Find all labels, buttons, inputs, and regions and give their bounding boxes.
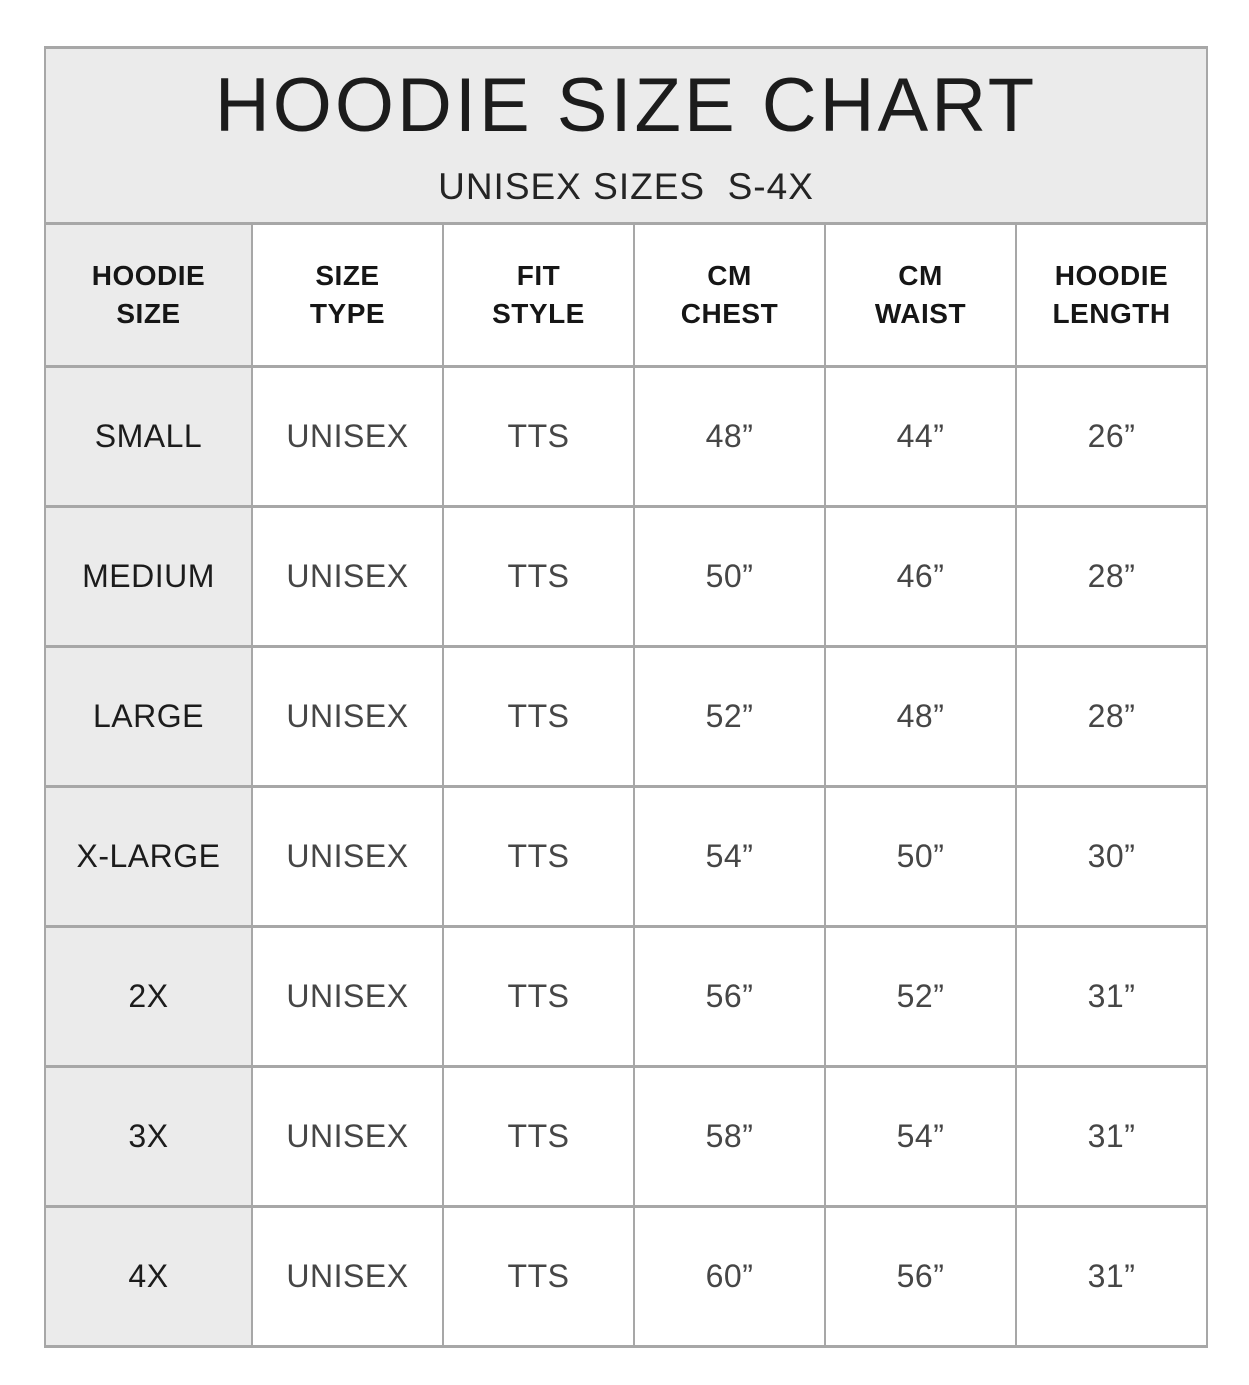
page-subtitle: UNISEX SIZES S-4X: [438, 165, 814, 207]
cell-hoodie-size: 2X: [44, 925, 253, 1068]
cell-size-type: UNISEX: [251, 1205, 444, 1348]
cell-cm-chest: 60”: [633, 1205, 826, 1348]
cell-cm-waist: 48”: [824, 645, 1017, 788]
page-title: HOODIE SIZE CHART: [214, 62, 1038, 148]
col-header-hoodie-length: HOODIE LENGTH: [1014, 222, 1209, 368]
cell-cm-chest: 54”: [633, 785, 826, 928]
cell-fit-style: TTS: [442, 925, 635, 1068]
col-header-fit-style: FIT STYLE: [442, 222, 635, 368]
cell-hoodie-length: 31”: [1014, 925, 1209, 1068]
cell-hoodie-length: 30”: [1014, 785, 1209, 928]
cell-fit-style: TTS: [442, 1065, 635, 1208]
table-row-x-large: X-LARGE UNISEX TTS 54” 50” 30”: [44, 785, 1209, 928]
cell-fit-style: TTS: [442, 1205, 635, 1348]
hoodie-size-chart-table: HOODIE SIZE CHART UNISEX SIZES S-4X HOOD…: [43, 46, 1209, 1348]
cell-hoodie-size: 4X: [44, 1205, 253, 1348]
table-row-large: LARGE UNISEX TTS 52” 48” 28”: [44, 645, 1209, 788]
cell-cm-waist: 46”: [824, 505, 1017, 648]
cell-hoodie-size: 3X: [44, 1065, 253, 1208]
page: HOODIE SIZE CHART UNISEX SIZES S-4X HOOD…: [43, 46, 1209, 1348]
table-row-3x: 3X UNISEX TTS 58” 54” 31”: [44, 1065, 1209, 1208]
cell-fit-style: TTS: [442, 785, 635, 928]
cell-hoodie-size: MEDIUM: [44, 505, 253, 648]
table-row-2x: 2X UNISEX TTS 56” 52” 31”: [44, 925, 1209, 1068]
table-row-small: SMALL UNISEX TTS 48” 44” 26”: [44, 365, 1209, 508]
col-header-cm-chest: CM CHEST: [633, 222, 826, 368]
header-row: HOODIE SIZE SIZE TYPE FIT STYLE CM CHEST…: [44, 222, 1209, 368]
cell-size-type: UNISEX: [251, 505, 444, 648]
cell-size-type: UNISEX: [251, 785, 444, 928]
cell-size-type: UNISEX: [251, 925, 444, 1068]
table-row-medium: MEDIUM UNISEX TTS 50” 46” 28”: [44, 505, 1209, 648]
cell-hoodie-length: 28”: [1014, 505, 1209, 648]
cell-fit-style: TTS: [442, 505, 635, 648]
title-band-cell: HOODIE SIZE CHART UNISEX SIZES S-4X: [43, 46, 1209, 225]
cell-hoodie-length: 31”: [1014, 1205, 1209, 1348]
col-header-cm-waist: CM WAIST: [824, 222, 1017, 368]
cell-size-type: UNISEX: [251, 645, 444, 788]
cell-hoodie-length: 31”: [1014, 1065, 1209, 1208]
cell-cm-chest: 50”: [633, 505, 826, 648]
cell-cm-waist: 52”: [824, 925, 1017, 1068]
col-header-hoodie-size: HOODIE SIZE: [44, 222, 253, 368]
cell-cm-chest: 56”: [633, 925, 826, 1068]
cell-fit-style: TTS: [442, 365, 635, 508]
col-header-size-type: SIZE TYPE: [251, 222, 444, 368]
cell-cm-waist: 50”: [824, 785, 1017, 928]
cell-hoodie-length: 28”: [1014, 645, 1209, 788]
cell-hoodie-size: LARGE: [44, 645, 253, 788]
table-row-4x: 4X UNISEX TTS 60” 56” 31”: [44, 1205, 1209, 1348]
cell-size-type: UNISEX: [251, 1065, 444, 1208]
cell-hoodie-size: SMALL: [44, 365, 253, 508]
cell-size-type: UNISEX: [251, 365, 444, 508]
title-band: HOODIE SIZE CHART UNISEX SIZES S-4X: [43, 46, 1209, 225]
cell-cm-chest: 58”: [633, 1065, 826, 1208]
cell-fit-style: TTS: [442, 645, 635, 788]
cell-hoodie-length: 26”: [1014, 365, 1209, 508]
cell-cm-waist: 54”: [824, 1065, 1017, 1208]
cell-cm-waist: 44”: [824, 365, 1017, 508]
cell-cm-chest: 52”: [633, 645, 826, 788]
cell-cm-waist: 56”: [824, 1205, 1017, 1348]
cell-hoodie-size: X-LARGE: [44, 785, 253, 928]
cell-cm-chest: 48”: [633, 365, 826, 508]
